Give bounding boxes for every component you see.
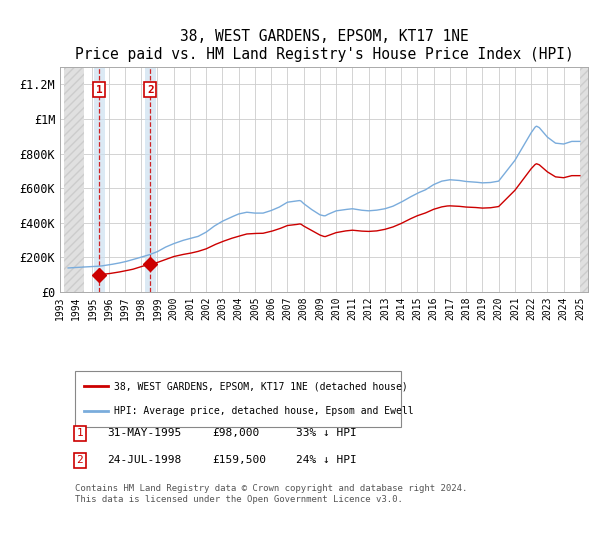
Text: 24-JUL-1998: 24-JUL-1998 [107, 455, 181, 465]
Bar [145, 67, 155, 292]
Text: 1: 1 [96, 85, 103, 95]
Text: 1: 1 [76, 428, 83, 438]
Bar [64, 67, 85, 292]
Text: 38, WEST GARDENS, EPSOM, KT17 1NE (detached house): 38, WEST GARDENS, EPSOM, KT17 1NE (detac… [114, 381, 408, 391]
Text: 2: 2 [76, 455, 83, 465]
Title: 38, WEST GARDENS, EPSOM, KT17 1NE
Price paid vs. HM Land Registry's House Price : 38, WEST GARDENS, EPSOM, KT17 1NE Price … [74, 30, 574, 62]
Bar [94, 67, 104, 292]
Text: £159,500: £159,500 [212, 455, 266, 465]
Text: Contains HM Land Registry data © Crown copyright and database right 2024.
This d: Contains HM Land Registry data © Crown c… [75, 484, 467, 504]
Bar [580, 67, 588, 292]
Text: 31-MAY-1995: 31-MAY-1995 [107, 428, 181, 438]
Text: 33% ↓ HPI: 33% ↓ HPI [296, 428, 356, 438]
Text: £98,000: £98,000 [212, 428, 259, 438]
Text: 24% ↓ HPI: 24% ↓ HPI [296, 455, 356, 465]
Text: 2: 2 [147, 85, 154, 95]
Text: HPI: Average price, detached house, Epsom and Ewell: HPI: Average price, detached house, Epso… [114, 406, 413, 416]
